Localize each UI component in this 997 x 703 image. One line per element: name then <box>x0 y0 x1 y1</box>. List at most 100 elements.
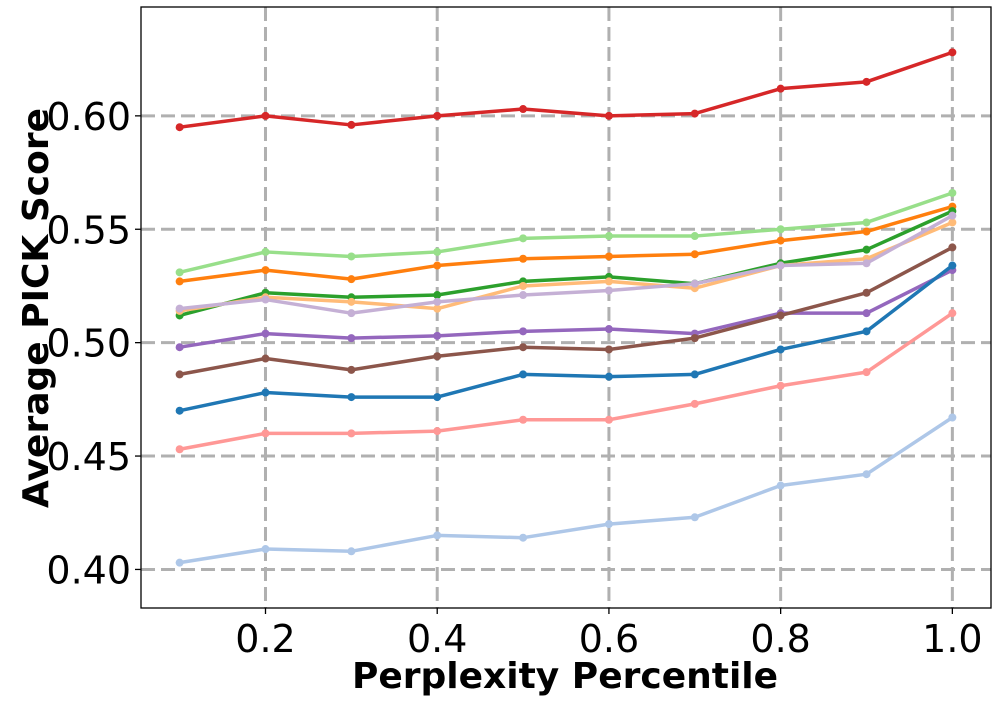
data-point <box>690 279 699 288</box>
data-point <box>347 547 356 556</box>
x-axis-label: Perplexity Percentile <box>352 656 778 697</box>
data-point <box>519 343 528 352</box>
series-line <box>179 214 954 315</box>
series-line <box>179 416 954 565</box>
series-line <box>179 220 954 313</box>
series-line <box>179 191 953 275</box>
y-tick-label: 0.60 <box>46 95 131 139</box>
data-point <box>776 236 785 245</box>
data-point <box>948 243 957 252</box>
data-point <box>261 329 270 338</box>
y-tick-label: 0.45 <box>46 435 131 479</box>
data-point <box>776 481 785 490</box>
data-point <box>175 277 184 286</box>
data-point <box>347 393 356 402</box>
data-point <box>347 297 356 306</box>
data-point <box>776 311 785 320</box>
data-point <box>862 327 871 336</box>
data-point <box>433 261 442 270</box>
data-point <box>604 111 613 120</box>
data-point <box>261 545 270 554</box>
plot-frame <box>140 6 992 609</box>
data-point <box>604 232 613 241</box>
data-point <box>690 250 699 259</box>
data-point <box>604 286 613 295</box>
data-point <box>862 288 871 297</box>
series-group <box>175 48 957 567</box>
x-axis-ticks: 0.2 0.4 0.6 0.8 1.0 <box>235 608 983 661</box>
data-point <box>948 413 957 422</box>
data-point <box>604 277 613 286</box>
x-tick-label: 0.2 <box>235 617 295 661</box>
data-point <box>433 331 442 340</box>
y-tick-label: 0.55 <box>46 208 131 252</box>
data-point <box>862 227 871 236</box>
data-point <box>776 381 785 390</box>
data-point <box>175 123 184 132</box>
series-light-purple <box>175 211 957 318</box>
series-light-blue <box>175 413 957 567</box>
data-point <box>862 218 871 227</box>
data-point <box>948 261 957 270</box>
data-point <box>948 218 957 227</box>
data-point <box>690 399 699 408</box>
series-brown <box>175 243 957 379</box>
data-point <box>347 120 356 129</box>
data-point <box>690 334 699 343</box>
data-point <box>519 415 528 424</box>
data-point <box>347 365 356 374</box>
x-tick-label: 0.6 <box>579 617 639 661</box>
data-point <box>862 259 871 268</box>
series-line <box>179 311 954 451</box>
data-point <box>519 254 528 263</box>
data-point <box>175 304 184 313</box>
data-point <box>433 297 442 306</box>
data-point <box>776 345 785 354</box>
data-point <box>433 393 442 402</box>
data-point <box>690 513 699 522</box>
data-point <box>776 261 785 270</box>
series-line <box>179 209 954 318</box>
x-tick-label: 0.4 <box>407 617 467 661</box>
data-point <box>690 370 699 379</box>
data-point <box>175 445 184 454</box>
series-line <box>179 245 954 377</box>
series-red <box>175 48 957 132</box>
data-point <box>433 111 442 120</box>
data-point <box>776 225 785 234</box>
data-point <box>948 211 957 220</box>
data-point <box>862 245 871 254</box>
data-point <box>175 370 184 379</box>
data-point <box>433 427 442 436</box>
data-point <box>862 77 871 86</box>
data-point <box>604 252 613 261</box>
data-point <box>347 275 356 284</box>
data-point <box>347 429 356 438</box>
y-tick-label: 0.50 <box>46 322 131 366</box>
data-point <box>690 109 699 118</box>
data-point <box>604 415 613 424</box>
data-point <box>519 105 528 114</box>
data-point <box>261 266 270 275</box>
data-point <box>261 429 270 438</box>
data-point <box>433 531 442 540</box>
data-point <box>433 304 442 313</box>
data-point <box>862 470 871 479</box>
series-light-green <box>175 188 957 277</box>
data-point <box>519 234 528 243</box>
data-point <box>519 281 528 290</box>
data-point <box>519 533 528 542</box>
grid <box>141 7 991 608</box>
data-point <box>175 406 184 415</box>
data-point <box>604 325 613 334</box>
series-orange <box>175 202 957 286</box>
data-point <box>948 188 957 197</box>
data-point <box>776 84 785 93</box>
series-line <box>179 268 954 349</box>
data-point <box>604 345 613 354</box>
data-point <box>519 370 528 379</box>
series-line <box>179 204 953 284</box>
data-point <box>690 232 699 241</box>
data-point <box>862 309 871 318</box>
y-axis-label: Average PICK Score <box>16 108 57 508</box>
